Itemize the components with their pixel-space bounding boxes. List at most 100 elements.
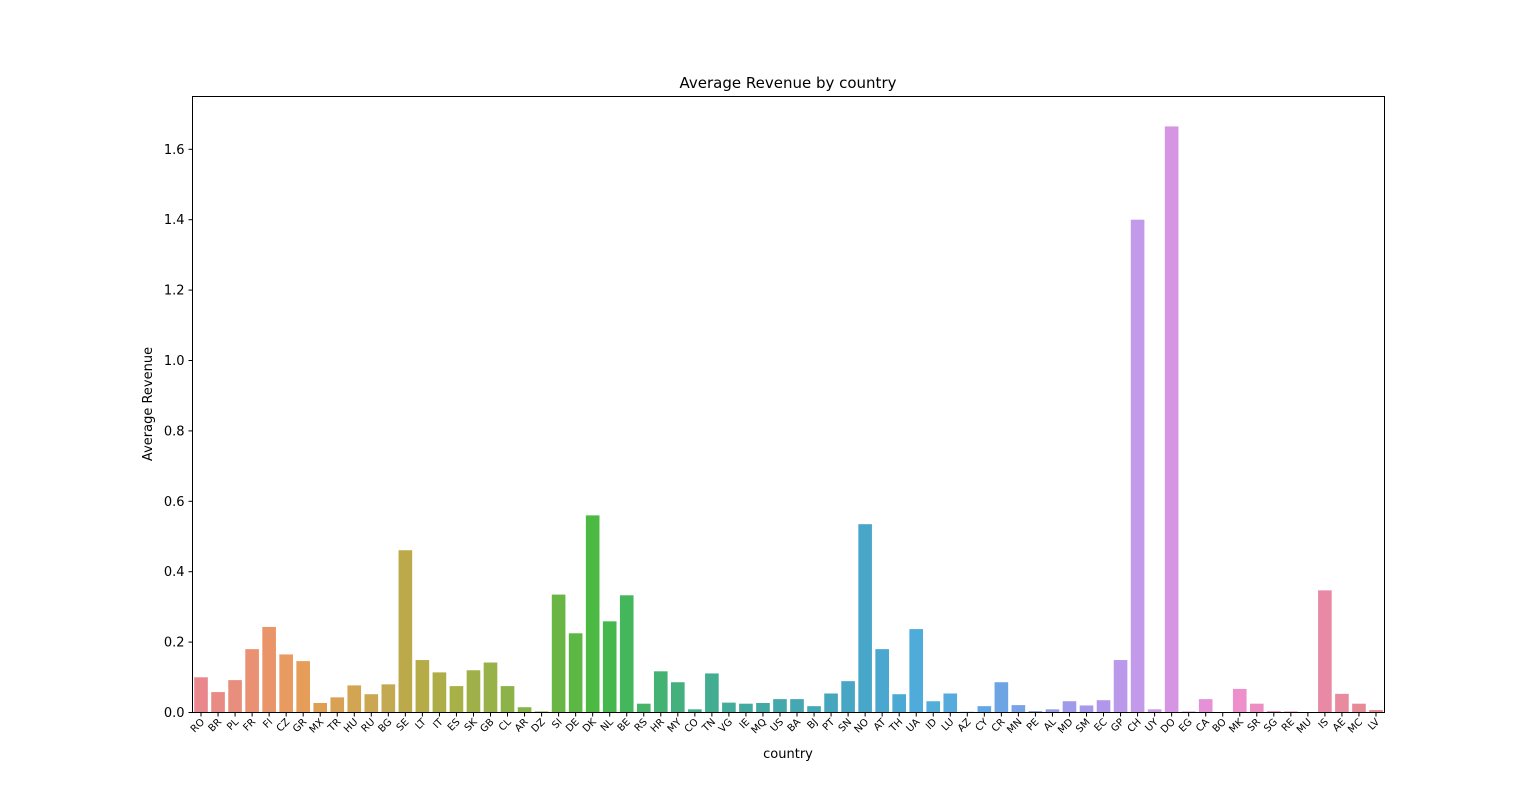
bar-nl	[602, 621, 617, 713]
x-tick-label-re: RE	[1280, 717, 1297, 734]
x-tick-label-my: MY	[666, 716, 685, 735]
bar-rs	[636, 703, 651, 713]
x-tick-label-lv: LV	[1366, 717, 1382, 733]
x-tick-label-uy: UY	[1143, 716, 1161, 734]
x-tick-label-es: ES	[446, 717, 463, 734]
bar-ua	[909, 629, 924, 713]
x-tick-label-cy: CY	[974, 716, 992, 734]
x-tick-label-hu: HU	[342, 717, 360, 735]
x-tick-label-th: TH	[887, 717, 905, 735]
bar-th	[892, 694, 906, 713]
y-tick-label: 1.4	[164, 213, 185, 228]
bar-pe	[1028, 711, 1043, 713]
x-tick-label-rs: RS	[633, 717, 650, 734]
bar-de	[568, 633, 583, 713]
bar-ar	[517, 707, 532, 713]
bar-ie	[739, 703, 753, 713]
bar-do	[1164, 126, 1179, 713]
x-tick-label-si: SI	[550, 717, 564, 731]
bar-dz	[534, 711, 549, 713]
bar-at	[875, 649, 889, 713]
x-axis-label: country	[763, 747, 813, 762]
y-tick-label: 0.2	[164, 636, 185, 651]
x-tick-label-do: DO	[1159, 717, 1178, 736]
bar-sg	[1267, 711, 1281, 713]
y-tick-label: 1.2	[164, 284, 185, 299]
x-tick-label-tr: TR	[326, 717, 344, 735]
bar-sm	[1079, 705, 1094, 713]
bar-be	[619, 595, 634, 713]
bar-no	[858, 524, 872, 713]
plot-frame	[192, 96, 1385, 713]
x-tick-label-pl: PL	[225, 717, 241, 733]
bar-bg	[381, 684, 396, 713]
x-tick-label-az: AZ	[956, 717, 974, 735]
x-tick-label-lt: LT	[413, 716, 429, 732]
x-tick-label-mk: MK	[1227, 717, 1246, 736]
x-tick-label-tn: TN	[700, 717, 718, 735]
bar-mn	[1011, 705, 1026, 713]
y-tick-label: 0.4	[164, 565, 185, 580]
bar-cl	[500, 686, 515, 713]
x-tick-label-ae: AE	[1331, 717, 1348, 734]
bar-fr	[245, 649, 259, 713]
bar-lu	[943, 693, 958, 713]
x-tick-label-pe: PE	[1025, 717, 1042, 734]
x-tick-label-ro: RO	[189, 717, 207, 735]
x-tick-label-sn: SN	[837, 717, 855, 735]
bar-cz	[279, 654, 293, 713]
bar-uy	[1147, 709, 1162, 713]
x-tick-label-sg: SG	[1262, 717, 1280, 735]
bar-co	[688, 709, 702, 713]
chart-title: Average Revenue by country	[680, 74, 897, 92]
bar-sn	[841, 681, 855, 713]
x-tick-label-nl: NL	[599, 717, 616, 734]
x-tick-label-eg: EG	[1177, 717, 1195, 735]
bar-my	[671, 682, 685, 713]
bar-gr	[296, 661, 310, 713]
bar-re	[1284, 711, 1298, 713]
bar-tr	[330, 697, 345, 713]
bar-es	[449, 686, 464, 713]
y-tick-label: 0.6	[164, 495, 185, 510]
x-tick-label-fr: FR	[241, 717, 258, 734]
x-tick-label-us: US	[769, 717, 786, 734]
bar-tn	[705, 673, 719, 713]
x-tick-label-gb: GB	[479, 717, 497, 735]
x-tick-label-br: BR	[207, 717, 225, 735]
bar-us	[773, 699, 787, 713]
x-tick-label-gp: GP	[1109, 717, 1127, 735]
bar-dk	[585, 515, 600, 713]
x-tick-label-ua: UA	[905, 717, 923, 735]
bar-al	[1045, 709, 1060, 713]
bar-eg	[1181, 711, 1196, 713]
bar-gb	[483, 662, 498, 713]
x-tick-label-ba: BA	[786, 717, 804, 735]
bar-md	[1062, 701, 1077, 713]
x-tick-label-lu: LU	[940, 717, 957, 734]
x-tick-label-ch: CH	[1126, 717, 1144, 735]
x-tick-label-bj: BJ	[805, 717, 820, 732]
bar-ro	[194, 677, 208, 713]
bar-se	[398, 550, 413, 713]
bar-ch	[1130, 219, 1145, 713]
bar-ca	[1198, 699, 1213, 713]
x-tick-label-bo: BO	[1211, 717, 1229, 735]
bar-mx	[313, 703, 328, 713]
y-tick-label: 1.6	[164, 143, 185, 158]
x-tick-label-hr: HR	[649, 717, 667, 735]
bar-gp	[1113, 660, 1128, 713]
bar-pt	[824, 693, 838, 713]
bar-cy	[977, 706, 992, 713]
x-tick-label-se: SE	[395, 717, 412, 734]
x-tick-label-ca: CA	[1194, 717, 1212, 735]
bar-mc	[1352, 703, 1366, 713]
x-tick-label-sr: SR	[1246, 717, 1263, 734]
bar-is	[1318, 590, 1332, 713]
bar-br	[211, 692, 225, 713]
x-tick-label-cl: CL	[497, 717, 514, 734]
bar-ae	[1335, 693, 1349, 713]
x-tick-label-dz: DZ	[530, 717, 548, 735]
x-tick-label-ec: EC	[1092, 717, 1109, 734]
